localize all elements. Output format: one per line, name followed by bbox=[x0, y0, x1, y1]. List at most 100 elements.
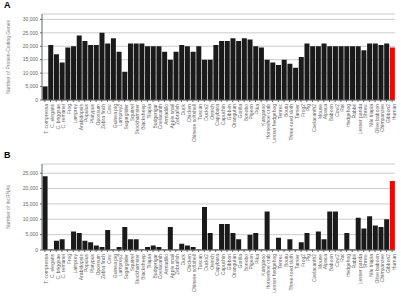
svg-text:Shrew: Shrew bbox=[362, 104, 369, 119]
svg-text:Number of Protein-Coding Genes: Number of Protein-Coding Genes bbox=[8, 19, 11, 94]
svg-text:5,000: 5,000 bbox=[25, 83, 38, 89]
svg-text:Apple snail: Apple snail bbox=[168, 254, 175, 279]
svg-text:15,000: 15,000 bbox=[23, 56, 39, 62]
svg-text:Zebra finch: Zebra finch bbox=[100, 104, 107, 129]
svg-text:Ostrich: Ostrich bbox=[208, 104, 215, 120]
svg-text:C. elegans: C. elegans bbox=[49, 104, 56, 128]
svg-text:20,000: 20,000 bbox=[23, 43, 39, 49]
svg-text:0: 0 bbox=[35, 247, 38, 253]
svg-text:10,000: 10,000 bbox=[23, 216, 39, 222]
svg-text:Guinea pig: Guinea pig bbox=[111, 104, 118, 129]
svg-text:Lamprey: Lamprey bbox=[71, 104, 78, 124]
svg-text:Zebrafish: Zebrafish bbox=[174, 254, 181, 275]
svg-text:Pigeon: Pigeon bbox=[248, 104, 255, 120]
svg-text:Ostrich: Ostrich bbox=[208, 254, 215, 270]
svg-text:Tilapia: Tilapia bbox=[145, 104, 152, 119]
svg-text:Ducks2: Ducks2 bbox=[202, 104, 209, 121]
svg-text:Populus: Populus bbox=[83, 254, 90, 273]
svg-text:Lesser hedgehog: Lesser hedgehog bbox=[271, 104, 278, 143]
svg-text:Sugarglider: Sugarglider bbox=[123, 254, 130, 280]
svg-text:Pig: Pig bbox=[305, 104, 312, 112]
svg-text:Chimpanzee: Chimpanzee bbox=[379, 104, 386, 133]
svg-text:Opossum: Opossum bbox=[94, 104, 101, 126]
svg-text:Coelacanth: Coelacanth bbox=[157, 104, 164, 130]
svg-text:Lamprey: Lamprey bbox=[71, 254, 78, 274]
svg-text:Chinese softshell: Chinese softshell bbox=[191, 254, 198, 293]
svg-text:C. briggsae: C. briggsae bbox=[54, 104, 61, 130]
svg-text:Opossum: Opossum bbox=[94, 254, 101, 276]
svg-text:Zebra finch: Zebra finch bbox=[100, 254, 107, 279]
svg-text:C. briggsae: C. briggsae bbox=[54, 254, 61, 280]
svg-text:Cow2: Cow2 bbox=[333, 104, 340, 117]
svg-text:Human: Human bbox=[391, 254, 393, 270]
svg-text:Rabbit: Rabbit bbox=[350, 104, 357, 119]
svg-text:Three-toed sloth: Three-toed sloth bbox=[288, 104, 295, 141]
svg-text:Blacksheep: Blacksheep bbox=[140, 254, 147, 280]
svg-text:Squirrel: Squirrel bbox=[128, 104, 135, 122]
svg-text:C. elegans: C. elegans bbox=[49, 254, 56, 278]
svg-text:C. remanei: C. remanei bbox=[60, 104, 67, 129]
svg-text:Pika: Pika bbox=[254, 104, 261, 114]
svg-text:Stockhamster: Stockhamster bbox=[134, 254, 141, 285]
svg-text:Arabidopsis: Arabidopsis bbox=[77, 254, 84, 281]
svg-text:Lamprey2: Lamprey2 bbox=[117, 254, 124, 277]
svg-text:Tenrec: Tenrec bbox=[276, 104, 283, 119]
svg-text:Zebrafish: Zebrafish bbox=[174, 104, 181, 125]
svg-text:Alpaca: Alpaca bbox=[322, 104, 329, 120]
svg-text:Capybara: Capybara bbox=[214, 104, 221, 126]
svg-text:Populus: Populus bbox=[83, 104, 90, 123]
svg-text:Kangaroo: Kangaroo bbox=[259, 104, 266, 126]
svg-text:Olive baboon: Olive baboon bbox=[373, 104, 380, 134]
svg-text:5,000: 5,000 bbox=[25, 231, 38, 237]
svg-text:Rat: Rat bbox=[339, 104, 346, 112]
svg-text:Coelacanth: Coelacanth bbox=[157, 254, 164, 280]
svg-text:Lamprey2: Lamprey2 bbox=[117, 104, 124, 127]
svg-text:Tuscan: Tuscan bbox=[197, 104, 204, 121]
svg-text:Bonobo: Bonobo bbox=[242, 104, 249, 122]
svg-text:Apple snail: Apple snail bbox=[168, 104, 175, 129]
svg-text:Chicken: Chicken bbox=[185, 254, 192, 273]
svg-text:Human: Human bbox=[391, 104, 393, 120]
svg-text:Hedgehog: Hedgehog bbox=[345, 104, 352, 128]
svg-text:25,000: 25,000 bbox=[23, 170, 39, 176]
svg-text:Squirrel: Squirrel bbox=[128, 254, 135, 272]
svg-text:Tuscan: Tuscan bbox=[197, 254, 204, 271]
svg-text:0: 0 bbox=[35, 97, 38, 103]
svg-text:Budgerigar: Budgerigar bbox=[151, 254, 158, 279]
svg-text:Ducks2: Ducks2 bbox=[202, 254, 209, 271]
svg-text:Platypus: Platypus bbox=[88, 104, 95, 124]
svg-text:Sugarglider: Sugarglider bbox=[123, 104, 130, 130]
svg-text:Nile tilapia: Nile tilapia bbox=[367, 104, 374, 128]
svg-text:10,000: 10,000 bbox=[23, 70, 39, 76]
svg-text:30,000: 30,000 bbox=[23, 16, 39, 22]
svg-text:Lesser panda: Lesser panda bbox=[356, 104, 363, 135]
svg-text:Orangutan: Orangutan bbox=[231, 104, 238, 128]
svg-text:Capuchin: Capuchin bbox=[219, 104, 226, 126]
svg-text:Chicken: Chicken bbox=[185, 104, 192, 123]
svg-text:Tilapia: Tilapia bbox=[145, 254, 152, 269]
svg-text:Guinea pig: Guinea pig bbox=[111, 254, 118, 279]
svg-text:Budgerigar: Budgerigar bbox=[151, 104, 158, 129]
svg-text:Frog: Frog bbox=[66, 254, 73, 265]
svg-text:C. remanei: C. remanei bbox=[60, 254, 67, 279]
svg-text:T. compressa: T. compressa bbox=[43, 104, 50, 134]
svg-text:Horseshoe crab: Horseshoe crab bbox=[265, 104, 272, 140]
svg-text:15,000: 15,000 bbox=[23, 201, 39, 207]
html-text:A: A bbox=[4, 0, 11, 10]
svg-text:Arabidopsis: Arabidopsis bbox=[77, 104, 84, 131]
svg-text:Frog: Frog bbox=[66, 104, 73, 115]
svg-text:25,000: 25,000 bbox=[23, 30, 39, 36]
svg-text:Tarsier: Tarsier bbox=[293, 104, 300, 119]
svg-text:Number of lncRNAs: Number of lncRNAs bbox=[8, 184, 11, 229]
svg-text:Mouse: Mouse bbox=[316, 104, 323, 119]
svg-text:Baboon: Baboon bbox=[328, 104, 335, 122]
svg-text:Platypus: Platypus bbox=[88, 254, 95, 274]
svg-text:T. compressa: T. compressa bbox=[43, 254, 50, 284]
svg-text:Blacksheep: Blacksheep bbox=[140, 104, 147, 130]
svg-text:Boutu: Boutu bbox=[282, 104, 289, 118]
svg-text:Gibbon: Gibbon bbox=[225, 104, 232, 121]
svg-text:Frog2: Frog2 bbox=[299, 104, 306, 118]
svg-text:20,000: 20,000 bbox=[23, 185, 39, 191]
svg-text:Chinese softshell: Chinese softshell bbox=[191, 104, 198, 143]
svg-text:Stockhamster: Stockhamster bbox=[134, 104, 141, 135]
